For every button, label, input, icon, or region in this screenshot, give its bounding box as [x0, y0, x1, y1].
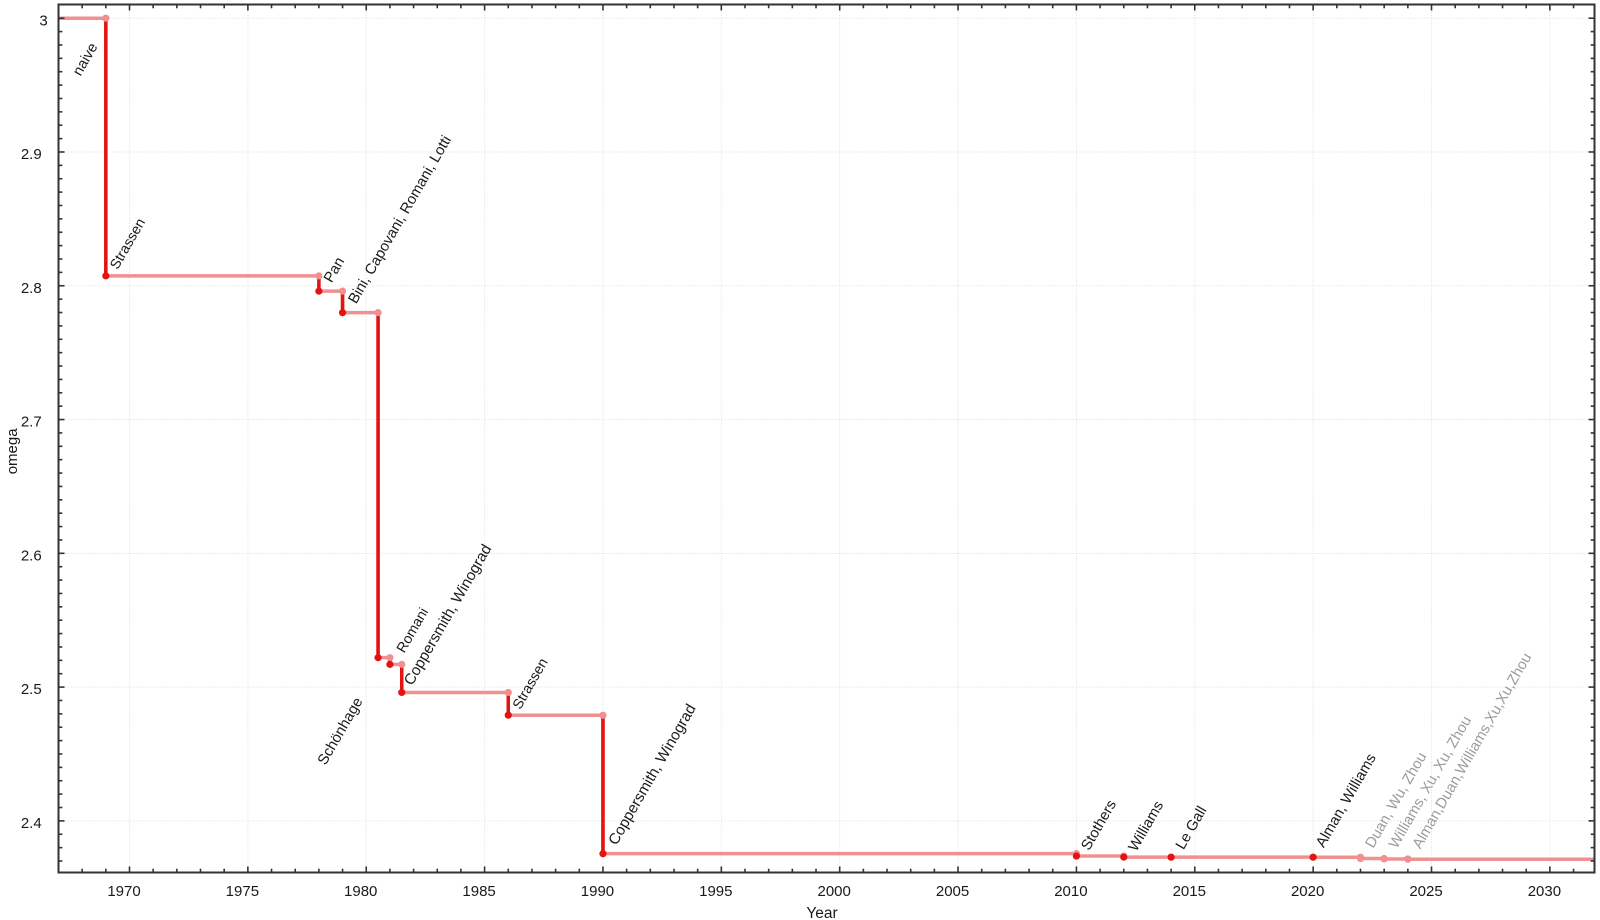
svg-text:2005: 2005 — [936, 883, 969, 900]
svg-text:2.8: 2.8 — [21, 280, 42, 297]
svg-text:1995: 1995 — [699, 883, 732, 900]
svg-text:2.5: 2.5 — [21, 681, 42, 698]
svg-text:2.6: 2.6 — [21, 547, 42, 564]
svg-text:1970: 1970 — [107, 883, 140, 900]
svg-text:1975: 1975 — [226, 883, 259, 900]
svg-text:2025: 2025 — [1409, 883, 1442, 900]
svg-text:1990: 1990 — [581, 883, 614, 900]
svg-text:2015: 2015 — [1173, 883, 1206, 900]
svg-text:3: 3 — [39, 12, 47, 29]
svg-text:2.7: 2.7 — [21, 414, 42, 431]
svg-text:2.9: 2.9 — [21, 146, 42, 163]
svg-text:Year: Year — [806, 905, 837, 920]
svg-text:2000: 2000 — [818, 883, 851, 900]
svg-text:2.4: 2.4 — [21, 815, 42, 832]
svg-text:1980: 1980 — [344, 883, 377, 900]
svg-text:2020: 2020 — [1291, 883, 1324, 900]
svg-text:omega: omega — [4, 428, 21, 475]
svg-text:2030: 2030 — [1528, 883, 1561, 900]
svg-text:1985: 1985 — [462, 883, 495, 900]
svg-text:2010: 2010 — [1054, 883, 1087, 900]
